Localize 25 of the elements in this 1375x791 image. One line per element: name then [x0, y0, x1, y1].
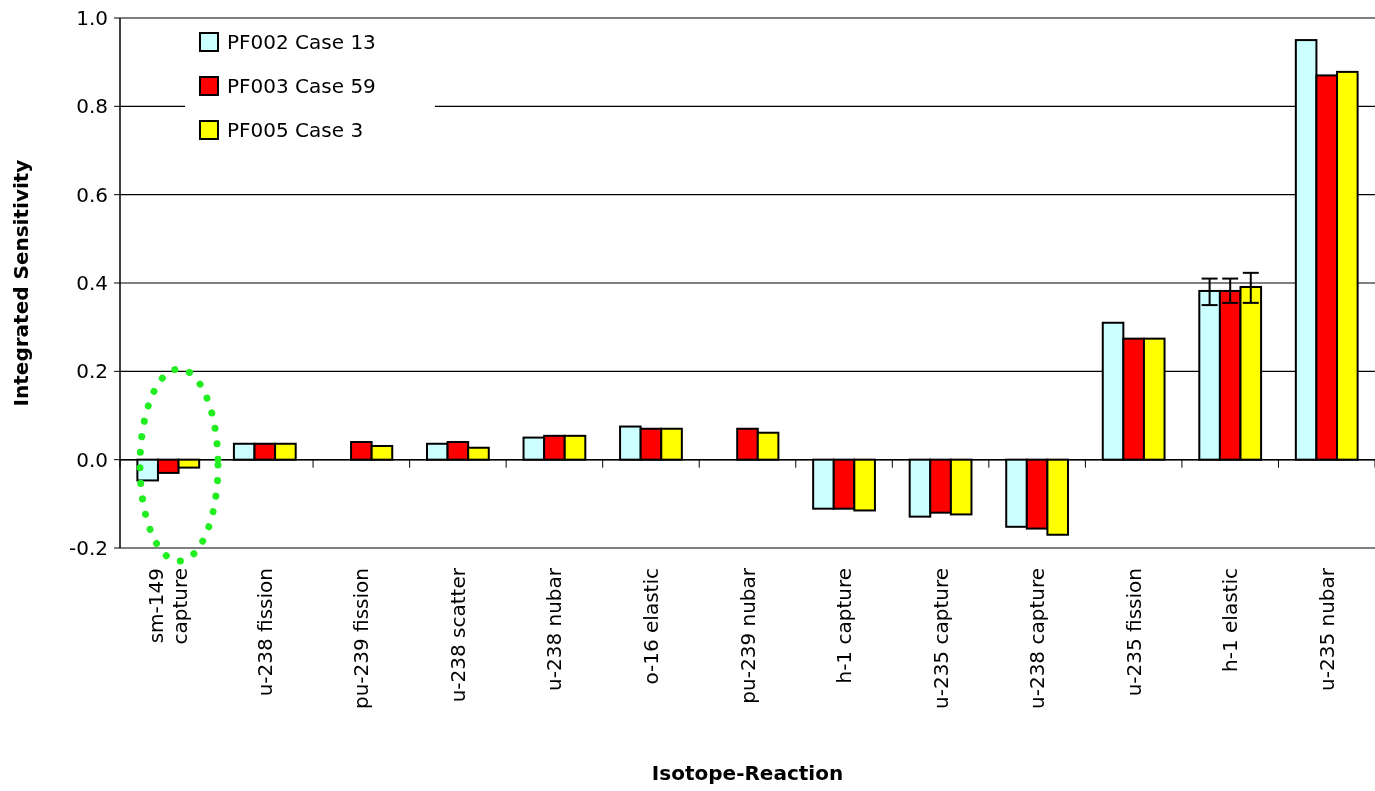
x-tick-label: h-1 capture: [832, 568, 857, 684]
x-tick-label: u-235 nubar: [1314, 567, 1339, 691]
x-tick-label: u-235 capture: [928, 568, 953, 709]
y-tick-label: -0.2: [68, 536, 108, 560]
x-axis-title: Isotope-Reaction: [651, 761, 844, 785]
x-tick-label: u-238 fission: [252, 568, 277, 697]
y-axis-title: Integrated Sensitivity: [9, 159, 33, 407]
legend-label: PF005 Case 3: [227, 118, 364, 142]
y-tick-label: 0.2: [76, 359, 108, 384]
x-tick-label: pu-239 fission: [349, 568, 374, 710]
legend-label: PF002 Case 13: [227, 30, 376, 54]
x-tick-label: u-238 nubar: [542, 567, 567, 691]
y-tick-label: 1.0: [76, 6, 108, 30]
legend-label: PF003 Case 59: [227, 74, 376, 98]
x-tick-label: u-238 scatter: [445, 567, 470, 703]
x-tick-label: h-1 elastic: [1218, 568, 1243, 672]
x-tick-label: pu-239 nubar: [735, 567, 760, 704]
y-tick-label: 0.0: [76, 447, 108, 472]
x-tick-label: o-16 elastic: [638, 568, 663, 685]
x-tick-label: u-235 fission: [1121, 568, 1146, 697]
y-tick-label: 0.4: [76, 271, 108, 295]
y-tick-label: 0.6: [76, 182, 108, 207]
y-tick-label: 0.8: [76, 94, 108, 119]
x-tick-label: u-238 capture: [1025, 568, 1050, 709]
x-tick-label: sm-149 capture: [144, 568, 193, 645]
